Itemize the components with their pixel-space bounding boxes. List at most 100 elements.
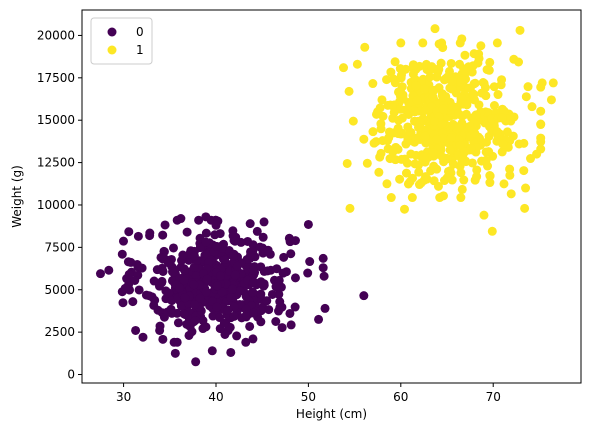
point-series-1 xyxy=(386,193,396,203)
y-tick-label: 17500 xyxy=(37,71,75,85)
point-series-0 xyxy=(175,283,185,293)
point-series-0 xyxy=(189,262,199,272)
point-series-0 xyxy=(130,275,140,285)
point-series-0 xyxy=(279,252,289,262)
point-series-1 xyxy=(411,80,421,90)
point-series-0 xyxy=(168,267,178,277)
point-series-1 xyxy=(382,75,392,85)
point-series-1 xyxy=(485,178,495,188)
y-tick-label: 0 xyxy=(67,368,75,382)
point-series-1 xyxy=(496,80,506,90)
point-series-1 xyxy=(396,38,406,48)
point-series-0 xyxy=(158,230,168,240)
point-series-1 xyxy=(470,175,480,185)
point-series-0 xyxy=(212,242,222,252)
point-series-1 xyxy=(454,122,464,132)
point-series-1 xyxy=(456,193,466,203)
point-series-1 xyxy=(339,63,349,73)
point-series-1 xyxy=(430,116,440,126)
point-series-0 xyxy=(278,268,288,278)
point-series-0 xyxy=(201,237,211,247)
point-series-1 xyxy=(429,176,439,186)
point-series-0 xyxy=(262,266,272,276)
point-series-1 xyxy=(479,210,489,220)
point-series-1 xyxy=(469,89,479,99)
point-series-0 xyxy=(212,281,222,291)
series-0 xyxy=(95,212,369,367)
point-series-0 xyxy=(201,228,211,238)
point-series-0 xyxy=(145,231,155,241)
point-series-1 xyxy=(432,134,442,144)
point-series-0 xyxy=(319,271,329,281)
y-tick-label: 12500 xyxy=(37,156,75,170)
point-series-1 xyxy=(438,191,448,201)
point-series-0 xyxy=(138,332,148,342)
point-series-1 xyxy=(410,159,420,169)
point-series-0 xyxy=(303,268,313,278)
legend-box xyxy=(90,17,153,65)
point-series-0 xyxy=(120,283,130,293)
legend-label-1: 1 xyxy=(136,43,144,57)
point-series-1 xyxy=(469,49,479,59)
point-series-1 xyxy=(485,171,495,181)
point-series-0 xyxy=(277,323,287,333)
point-series-1 xyxy=(467,158,477,168)
point-series-0 xyxy=(259,217,269,227)
point-series-0 xyxy=(194,215,204,225)
y-axis-label: Weight (g) xyxy=(10,165,24,228)
point-series-1 xyxy=(412,95,422,105)
point-series-1 xyxy=(400,204,409,214)
point-series-1 xyxy=(402,158,412,168)
point-series-0 xyxy=(245,321,255,331)
point-series-1 xyxy=(389,74,399,84)
point-series-1 xyxy=(460,50,470,60)
point-series-1 xyxy=(485,57,495,67)
point-series-1 xyxy=(429,161,439,171)
point-series-0 xyxy=(201,287,211,297)
point-series-1 xyxy=(416,178,426,188)
point-series-1 xyxy=(521,183,531,193)
point-series-1 xyxy=(434,64,444,74)
point-series-1 xyxy=(537,78,547,88)
point-series-1 xyxy=(397,113,407,123)
point-series-0 xyxy=(305,257,315,267)
point-series-1 xyxy=(447,76,457,86)
point-series-1 xyxy=(408,63,418,73)
point-series-0 xyxy=(131,325,141,335)
point-series-1 xyxy=(345,203,355,213)
point-series-1 xyxy=(352,59,362,69)
point-series-1 xyxy=(455,59,465,69)
point-series-1 xyxy=(481,155,491,165)
point-series-1 xyxy=(411,133,421,143)
point-series-1 xyxy=(447,175,457,185)
point-series-1 xyxy=(445,166,455,176)
point-series-0 xyxy=(217,287,227,297)
point-series-0 xyxy=(256,278,266,288)
point-series-1 xyxy=(548,78,558,88)
points-layer xyxy=(95,24,558,367)
point-series-1 xyxy=(394,87,404,97)
point-series-1 xyxy=(439,176,449,186)
point-series-0 xyxy=(243,236,253,246)
point-series-1 xyxy=(362,158,372,168)
point-series-1 xyxy=(498,139,508,149)
point-series-0 xyxy=(191,271,201,281)
point-series-1 xyxy=(481,147,491,157)
point-series-0 xyxy=(118,298,128,308)
point-series-1 xyxy=(502,127,512,137)
point-series-1 xyxy=(368,79,378,89)
point-series-1 xyxy=(448,102,458,112)
plot-frame xyxy=(81,9,582,384)
point-series-1 xyxy=(515,25,525,35)
point-series-1 xyxy=(393,129,403,139)
point-series-1 xyxy=(457,94,467,104)
y-tick-label: 5000 xyxy=(44,283,75,297)
point-series-1 xyxy=(497,113,507,123)
point-series-1 xyxy=(344,86,354,96)
point-series-1 xyxy=(459,175,469,185)
point-series-1 xyxy=(390,155,400,165)
point-series-1 xyxy=(388,147,398,157)
point-series-1 xyxy=(410,107,420,117)
